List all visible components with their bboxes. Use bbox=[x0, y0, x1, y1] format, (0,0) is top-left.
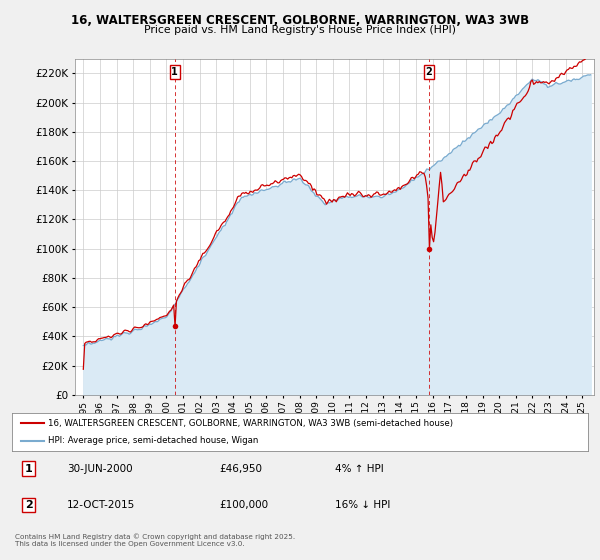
Text: 16% ↓ HPI: 16% ↓ HPI bbox=[335, 500, 390, 510]
Text: 4% ↑ HPI: 4% ↑ HPI bbox=[335, 464, 383, 474]
Text: 2: 2 bbox=[425, 67, 433, 77]
Text: £46,950: £46,950 bbox=[220, 464, 262, 474]
Text: 30-JUN-2000: 30-JUN-2000 bbox=[67, 464, 133, 474]
Text: £100,000: £100,000 bbox=[220, 500, 268, 510]
Text: 16, WALTERSGREEN CRESCENT, GOLBORNE, WARRINGTON, WA3 3WB (semi-detached house): 16, WALTERSGREEN CRESCENT, GOLBORNE, WAR… bbox=[48, 418, 453, 427]
Text: Price paid vs. HM Land Registry's House Price Index (HPI): Price paid vs. HM Land Registry's House … bbox=[144, 25, 456, 35]
Text: 1: 1 bbox=[25, 464, 32, 474]
Text: 1: 1 bbox=[172, 67, 178, 77]
Text: 12-OCT-2015: 12-OCT-2015 bbox=[67, 500, 135, 510]
Text: HPI: Average price, semi-detached house, Wigan: HPI: Average price, semi-detached house,… bbox=[48, 436, 258, 445]
Text: 16, WALTERSGREEN CRESCENT, GOLBORNE, WARRINGTON, WA3 3WB: 16, WALTERSGREEN CRESCENT, GOLBORNE, WAR… bbox=[71, 14, 529, 27]
Text: 2: 2 bbox=[25, 500, 32, 510]
Text: Contains HM Land Registry data © Crown copyright and database right 2025.
This d: Contains HM Land Registry data © Crown c… bbox=[15, 533, 295, 547]
